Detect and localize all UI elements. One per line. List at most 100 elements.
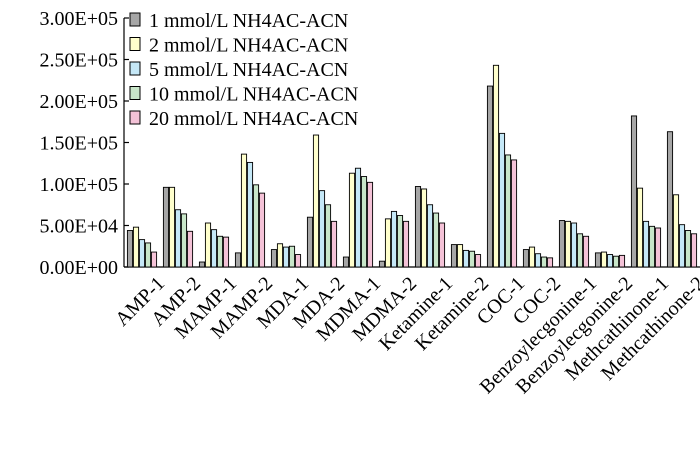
y-tick-label: 1.00E+05	[40, 174, 119, 196]
bar	[318, 190, 326, 268]
bar	[576, 233, 584, 268]
bar	[426, 204, 434, 268]
bar	[216, 235, 224, 268]
bar	[330, 220, 338, 268]
y-tick-label: 1.50E+05	[40, 133, 119, 155]
bar	[642, 220, 650, 268]
legend-swatch	[129, 110, 141, 125]
bar	[222, 236, 230, 268]
y-axis: 0.00E+00 5.00E+04 1.00E+05 1.50E+05 2.00E+05…	[40, 8, 129, 279]
bar	[132, 226, 140, 268]
bar	[246, 161, 254, 268]
bar	[630, 115, 638, 268]
bar	[258, 192, 266, 268]
bar	[558, 220, 566, 268]
y-tick-label: 2.00E+05	[40, 91, 119, 113]
legend-label: 1 mmol/L NH4AC-ACN	[149, 10, 348, 32]
bar	[510, 159, 518, 268]
bar	[498, 132, 506, 268]
legend-label: 10 mmol/L NH4AC-ACN	[149, 84, 358, 106]
bar	[456, 244, 464, 268]
legend-label: 5 mmol/L NH4AC-ACN	[149, 59, 348, 81]
bar	[198, 261, 206, 268]
bar	[210, 229, 218, 268]
bar	[654, 227, 662, 268]
bar	[564, 220, 572, 268]
bar	[252, 184, 260, 268]
bar	[390, 210, 398, 268]
bar	[240, 153, 248, 268]
bar	[504, 154, 512, 268]
legend-swatch	[129, 61, 141, 76]
bar	[378, 260, 386, 268]
bar	[432, 212, 440, 268]
bar	[402, 220, 410, 268]
bar	[366, 181, 374, 268]
bar	[294, 254, 302, 268]
bar	[126, 230, 134, 268]
bar	[420, 188, 428, 268]
bar	[648, 225, 656, 268]
bar	[468, 250, 476, 268]
bar	[546, 257, 554, 268]
legend-swatch	[129, 86, 141, 100]
bar	[690, 233, 698, 268]
y-tick-label: 3.00E+05	[40, 8, 119, 30]
bar	[312, 134, 320, 268]
bar	[288, 245, 296, 268]
bar	[396, 215, 404, 268]
bar	[540, 256, 548, 268]
bar	[150, 251, 158, 268]
bar	[636, 187, 644, 268]
bar	[486, 85, 494, 268]
bar	[204, 222, 212, 268]
bar	[684, 230, 692, 268]
bar	[324, 204, 332, 268]
bar	[168, 186, 176, 268]
bar	[276, 243, 284, 268]
bar	[534, 253, 542, 268]
bar	[270, 249, 278, 268]
bar	[600, 251, 608, 268]
bar	[342, 256, 350, 268]
bar	[528, 246, 536, 268]
bar	[606, 254, 614, 268]
bar	[306, 216, 314, 268]
bar	[594, 252, 602, 268]
bar	[474, 254, 482, 268]
bar	[570, 222, 578, 268]
bar	[672, 194, 680, 268]
legend-swatch	[129, 12, 141, 27]
bar	[144, 242, 152, 268]
bar	[138, 239, 146, 268]
bar	[414, 186, 422, 268]
bar	[492, 64, 500, 268]
bar	[618, 254, 626, 268]
bar	[360, 176, 368, 268]
y-tick-label: 2.50E+05	[40, 50, 119, 72]
bar	[666, 131, 674, 268]
x-axis: AMP-1AMP-2MAMP-1MAMP-2MDA-1MDA-2MDMA-1MD…	[111, 266, 700, 398]
legend-label: 2 mmol/L NH4AC-ACN	[149, 35, 348, 57]
bar	[612, 255, 620, 268]
bar	[438, 222, 446, 268]
bar	[174, 209, 182, 268]
bar	[282, 246, 290, 268]
bar	[522, 249, 530, 268]
bar	[348, 172, 356, 268]
bar	[186, 230, 194, 268]
bar	[384, 218, 392, 268]
bar	[582, 235, 590, 268]
legend-label: 20 mmol/L NH4AC-ACN	[149, 108, 358, 130]
bar	[678, 224, 686, 268]
bar	[180, 213, 188, 268]
legend-swatch	[129, 37, 141, 51]
bar	[354, 167, 362, 268]
bar-series-group	[126, 64, 698, 268]
bar	[234, 252, 242, 268]
bar	[162, 186, 170, 268]
y-tick-label: 0.00E+00	[40, 257, 119, 279]
y-tick-label: 5.00E+04	[40, 216, 119, 238]
